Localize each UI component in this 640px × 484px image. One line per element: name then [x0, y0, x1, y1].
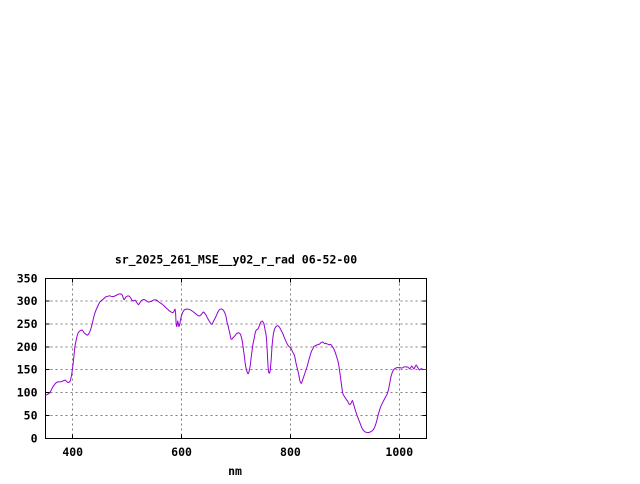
- y-tick-label: 300: [17, 294, 38, 308]
- y-tick-label: 250: [17, 317, 38, 331]
- spectrum-curve: [45, 293, 427, 434]
- x-tick-label: 400: [62, 445, 83, 459]
- y-tick-label: 350: [17, 271, 38, 285]
- y-tick-label: 100: [17, 386, 38, 400]
- y-tick-label: 150: [17, 363, 38, 377]
- grid-lines: [45, 278, 427, 439]
- y-tick-label: 200: [17, 340, 38, 354]
- chart-title: sr_2025_261_MSE__y02_r_rad 06-52-00: [115, 253, 357, 268]
- x-tick-label: 1000: [385, 445, 413, 459]
- x-tick-label: 600: [171, 445, 192, 459]
- y-tick-label: 0: [31, 431, 38, 445]
- y-tick-label: 50: [24, 408, 38, 422]
- x-tick-label: 800: [280, 445, 301, 459]
- tick-labels: 400 600 800 1000 0 50 100 150 200 250 300 350: [17, 271, 413, 459]
- plot-border: [45, 277, 427, 439]
- spectrum-polyline: [45, 293, 427, 434]
- x-axis-label: nm: [228, 464, 242, 478]
- axes-and-ticks: [45, 277, 427, 439]
